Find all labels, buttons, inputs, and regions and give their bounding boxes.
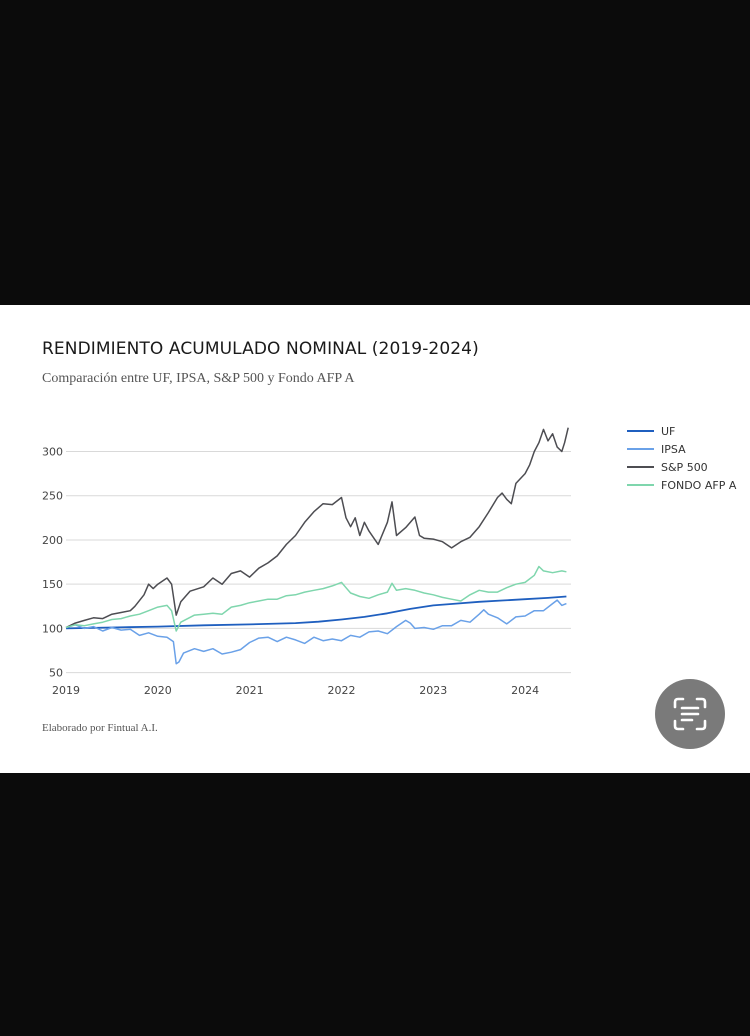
x-tick-label: 2020 xyxy=(144,684,172,697)
chart-footer: Elaborado por Fintual A.I. xyxy=(42,722,158,734)
axis-labels: 50 100 150 200 250 300 2019 2020 2021 2022 2023 202… xyxy=(42,446,539,697)
series-lines xyxy=(65,427,569,665)
y-tick-label: 300 xyxy=(42,446,63,459)
legend-label: FONDO AFP A xyxy=(661,479,737,492)
chart-subtitle: Comparación entre UF, IPSA, S&P 500 y Fo… xyxy=(42,371,355,386)
series-line-s-p-500 xyxy=(65,427,569,629)
top-black-band xyxy=(0,0,750,305)
x-tick-label: 2024 xyxy=(511,684,539,697)
legend-label: S&P 500 xyxy=(661,461,708,474)
x-tick-label: 2021 xyxy=(236,684,264,697)
x-tick-label: 2023 xyxy=(419,684,447,697)
y-tick-label: 250 xyxy=(42,490,63,503)
series-line-ipsa xyxy=(65,599,567,665)
y-tick-label: 150 xyxy=(42,578,63,591)
series-line-fondo-afp-a xyxy=(65,565,567,632)
y-tick-label: 50 xyxy=(49,667,63,680)
legend-label: UF xyxy=(661,425,675,438)
series-line-uf xyxy=(65,595,567,630)
legend-label: IPSA xyxy=(661,443,686,456)
text-scan-icon xyxy=(673,697,707,731)
bottom-black-band xyxy=(0,773,750,1036)
y-tick-label: 100 xyxy=(42,622,63,635)
chart-card: RENDIMIENTO ACUMULADO NOMINAL (2019-2024… xyxy=(0,305,750,773)
chart-plot: 50 100 150 200 250 300 2019 2020 2021 2022 2023 202… xyxy=(42,425,737,697)
chart-title: RENDIMIENTO ACUMULADO NOMINAL (2019-2024… xyxy=(42,339,479,359)
y-tick-label: 200 xyxy=(42,534,63,547)
grid-layer xyxy=(66,451,571,674)
x-tick-label: 2019 xyxy=(52,684,80,697)
lens-scan-button[interactable] xyxy=(655,679,725,749)
legend: UF IPSA S&P 500 FONDO AFP A xyxy=(627,425,737,492)
x-tick-label: 2022 xyxy=(327,684,355,697)
